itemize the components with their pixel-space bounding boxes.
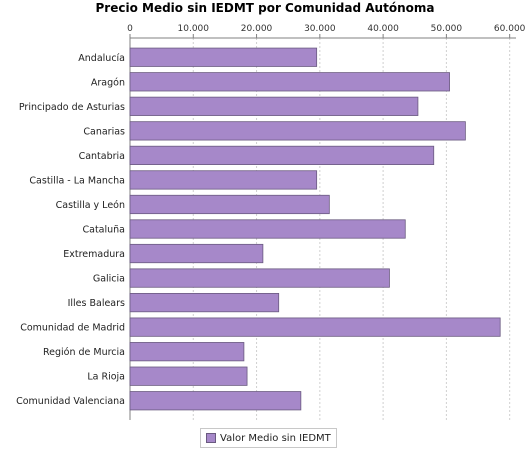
category-label: Comunidad Valenciana: [16, 396, 125, 407]
x-tick-label: 20.000: [241, 24, 273, 34]
bar: [129, 243, 264, 264]
x-tick-label: 40.000: [367, 24, 399, 34]
bar: [129, 317, 501, 337]
bar: [129, 219, 406, 239]
bar: [129, 366, 248, 386]
bar: [129, 342, 245, 362]
legend: Valor Medio sin IEDMT: [200, 428, 337, 448]
category-label: Cataluña: [82, 225, 125, 236]
x-tick-label: 0: [127, 24, 133, 34]
legend-label: Valor Medio sin IEDMT: [220, 432, 331, 444]
category-label: La Rioja: [87, 372, 125, 383]
category-label: Principado de Asturias: [19, 102, 125, 113]
category-label: Andalucía: [78, 53, 125, 64]
bars: [129, 47, 501, 411]
bar: [129, 47, 318, 67]
category-label: Comunidad de Madrid: [20, 323, 125, 334]
category-label: Castilla y León: [56, 200, 125, 211]
category-labels: Andalucía Aragón Principado de Asturias Can…: [16, 53, 125, 407]
bar: [129, 72, 450, 92]
bar: [129, 268, 390, 288]
category-label: Cantabria: [79, 151, 125, 162]
bar: [129, 96, 419, 116]
bar: [129, 292, 280, 313]
category-label: Región de Murcia: [43, 347, 125, 358]
category-label: Extremadura: [63, 249, 125, 260]
category-label: Castilla - La Mancha: [29, 175, 125, 186]
legend-swatch: [206, 433, 216, 443]
bar: [129, 194, 330, 215]
bar: [129, 391, 302, 411]
chart-title: Precio Medio sin IEDMT por Comunidad Aut…: [96, 1, 435, 15]
bar: [129, 170, 318, 190]
x-tick-label: 30.000: [304, 24, 336, 34]
bar: [129, 145, 435, 165]
bar: [129, 121, 466, 141]
category-label: Illes Balears: [68, 298, 125, 309]
x-tick-label: 50.000: [431, 24, 463, 34]
category-label: Galicia: [93, 274, 125, 285]
category-label: Aragón: [91, 77, 125, 88]
category-label: Canarias: [83, 126, 125, 137]
x-tick-label: 10.000: [178, 24, 210, 34]
x-tick-label: 60.000: [494, 24, 525, 34]
